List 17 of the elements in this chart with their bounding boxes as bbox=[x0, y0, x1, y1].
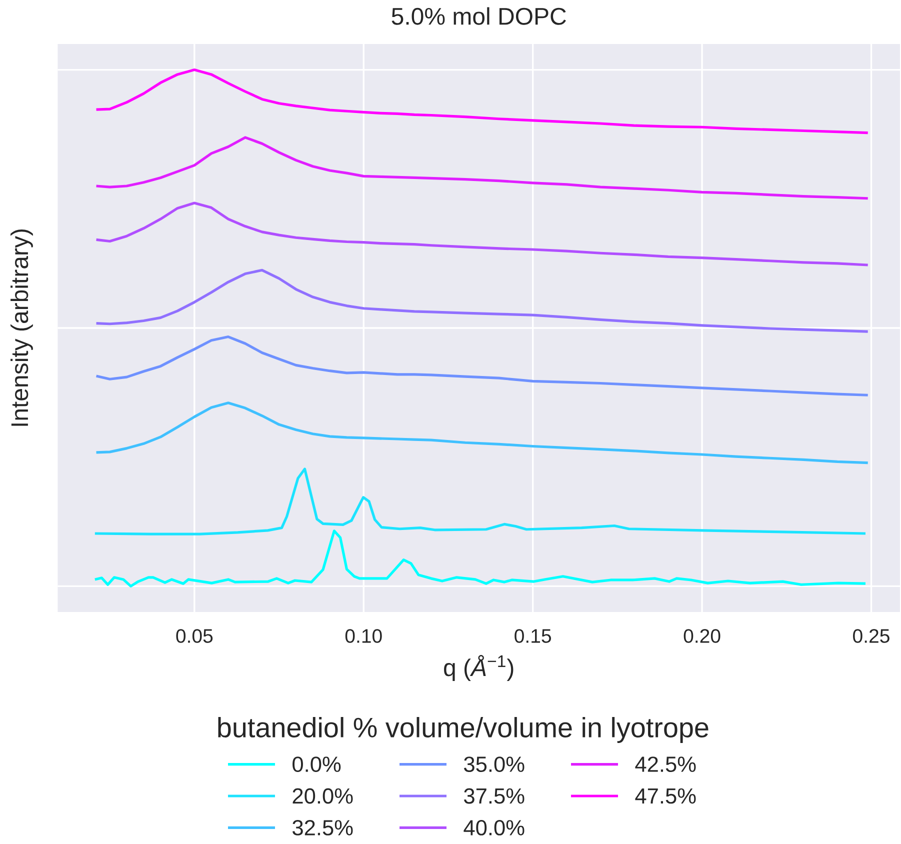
x-axis-title: q (Å$^{−1}$) bbox=[444, 655, 514, 681]
legend-label: 20.0% bbox=[292, 788, 353, 804]
legend-title: butanediol % volume/volume in lyotrope bbox=[218, 716, 708, 744]
legend-label: 42.5% bbox=[635, 756, 696, 772]
x-tick-label: 0.25 bbox=[853, 629, 890, 643]
legend-label: 32.5% bbox=[292, 820, 353, 836]
x-tick-label: 0.10 bbox=[345, 629, 382, 643]
x-tick-label: 0.15 bbox=[514, 629, 551, 643]
legend-label: 47.5% bbox=[635, 788, 696, 804]
legend-label: 0.0% bbox=[292, 756, 341, 772]
legend-label: 37.5% bbox=[464, 788, 524, 804]
x-tick-label: 0.20 bbox=[684, 629, 720, 643]
x-tick-label: 0.05 bbox=[176, 629, 213, 643]
y-axis-title: Intensity (arbitrary) bbox=[10, 229, 33, 426]
legend-label: 40.0% bbox=[464, 820, 524, 836]
chart-title: 5.0% mol DOPC bbox=[392, 7, 566, 25]
legend-label: 35.0% bbox=[464, 756, 524, 772]
